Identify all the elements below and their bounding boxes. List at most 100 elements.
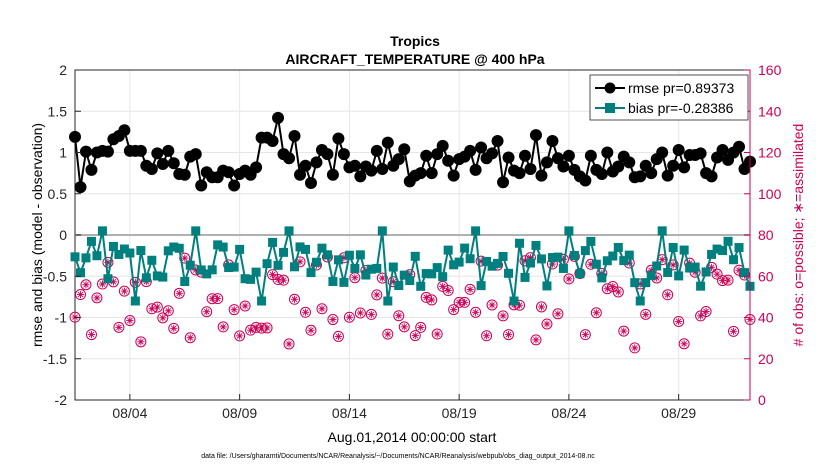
obs-count-point: [305, 324, 317, 336]
rmse-point: [299, 159, 312, 172]
obs-assimilated-star-d2: [445, 287, 452, 294]
obs-assimilated-star-d2: [467, 286, 473, 293]
obs-possible-circle: [695, 310, 707, 322]
bias-point: [520, 272, 530, 282]
legend-bias-label: bias pr=-0.28386: [628, 100, 734, 116]
rmse-point: [348, 159, 361, 172]
obs-count-point: [426, 294, 438, 306]
obs-possible-circle: [552, 308, 564, 320]
obs-count-point: [535, 301, 547, 313]
obs-count-markers: [69, 250, 756, 354]
obs-assimilated-star-d2: [319, 305, 325, 312]
chart-title: Tropics: [390, 33, 440, 49]
rmse-point: [310, 156, 323, 169]
rmse-point: [579, 174, 592, 187]
bias-point: [355, 250, 365, 260]
rmse-point: [178, 168, 191, 181]
obs-possible-circle: [74, 289, 86, 301]
obs-assimilated-star-d2: [203, 308, 210, 315]
obs-count-point: [289, 293, 301, 305]
obs-possible-circle: [316, 303, 328, 315]
rmse-point: [486, 147, 499, 160]
obs-possible-circle: [442, 285, 454, 297]
bias-point: [383, 296, 393, 306]
obs-assimilated-star-d2: [231, 306, 237, 313]
obs-possible-circle: [612, 286, 624, 298]
bias-point: [257, 296, 267, 306]
rmse-point: [661, 169, 674, 182]
rmse-point: [595, 167, 608, 180]
obs-assimilated-star-d2: [88, 331, 95, 338]
obs-count-point: [278, 274, 290, 286]
rmse-point: [497, 176, 510, 189]
bias-point: [476, 281, 486, 291]
obs-assimilated-star-d2: [269, 271, 276, 278]
obs-assimilated-star-d2: [264, 325, 270, 331]
obs-assimilated-star-d2: [412, 332, 419, 339]
obs-count-point: [618, 325, 630, 337]
bias-point: [75, 268, 85, 278]
rmse-point: [705, 170, 718, 183]
obs-count-point: [184, 332, 196, 344]
obs-possible-circle: [91, 292, 103, 304]
obs-count-point: [629, 342, 641, 354]
obs-assimilated-star-d2: [719, 277, 726, 284]
bias-point: [251, 267, 261, 277]
bias-point: [438, 272, 448, 282]
obs-assimilated-star-d2: [116, 324, 122, 331]
obs-count-point: [398, 321, 410, 333]
bias-point: [229, 262, 239, 272]
x-tick-label: 08/04: [112, 405, 147, 421]
obs-count-point: [135, 336, 147, 348]
y-tick-label: -1.5: [43, 351, 67, 367]
obs-count-point: [151, 301, 163, 313]
obs-count-point: [656, 254, 668, 266]
obs-count-point: [503, 329, 515, 341]
obs-possible-circle: [420, 291, 432, 303]
obs-count-point: [365, 308, 377, 320]
obs-count-point: [91, 292, 103, 304]
rmse-point: [272, 111, 285, 124]
obs-assimilated-star-d2: [428, 297, 435, 303]
rmse-point: [442, 154, 455, 167]
obs-assimilated-star-d2: [472, 309, 479, 316]
x-axis-ticks: 08/04 08/09 08/14 08/19 08/24 08/29: [112, 394, 696, 421]
bias-point: [70, 252, 80, 262]
obs-assimilated-star-d2: [703, 308, 709, 315]
bias-point: [322, 250, 332, 260]
y-tick-label: 1: [59, 145, 67, 161]
bias-point: [328, 277, 338, 287]
bias-point: [608, 251, 618, 261]
rmse-point: [118, 124, 131, 137]
obs-assimilated-star-d2: [308, 327, 314, 334]
obs-assimilated-star-d2: [566, 276, 572, 282]
obs-assimilated-star-d2: [544, 321, 550, 327]
obs-assimilated-star-d2: [176, 290, 183, 297]
bias-point: [597, 273, 607, 283]
obs-count-point: [283, 338, 295, 350]
rmse-point: [733, 140, 746, 153]
obs-assimilated-star-d2: [555, 310, 561, 317]
rmse-point: [156, 158, 169, 171]
obs-assimilated-star-d2: [275, 276, 281, 283]
bias-point: [180, 277, 190, 287]
obs-assimilated-star-d2: [286, 341, 292, 347]
obs-assimilated-star-d2: [670, 262, 677, 268]
bias-point: [542, 281, 552, 291]
rmse-point: [151, 147, 164, 160]
obs-possible-circle: [261, 322, 273, 334]
obs-possible-circle: [579, 329, 591, 341]
rmse-point: [74, 181, 87, 194]
obs-assimilated-star-d2: [609, 283, 616, 290]
bias-point: [657, 226, 667, 236]
obs-assimilated-star-d2: [725, 277, 731, 283]
y-tick-label: 1.5: [48, 103, 68, 119]
obs-count-point: [579, 329, 591, 341]
rmse-point: [228, 179, 241, 192]
y2-tick-label: 80: [758, 227, 774, 243]
rmse-point: [678, 161, 691, 174]
bias-point: [202, 269, 212, 279]
rmse-point: [420, 149, 433, 162]
bias-point: [273, 260, 283, 270]
bias-point: [674, 271, 684, 281]
